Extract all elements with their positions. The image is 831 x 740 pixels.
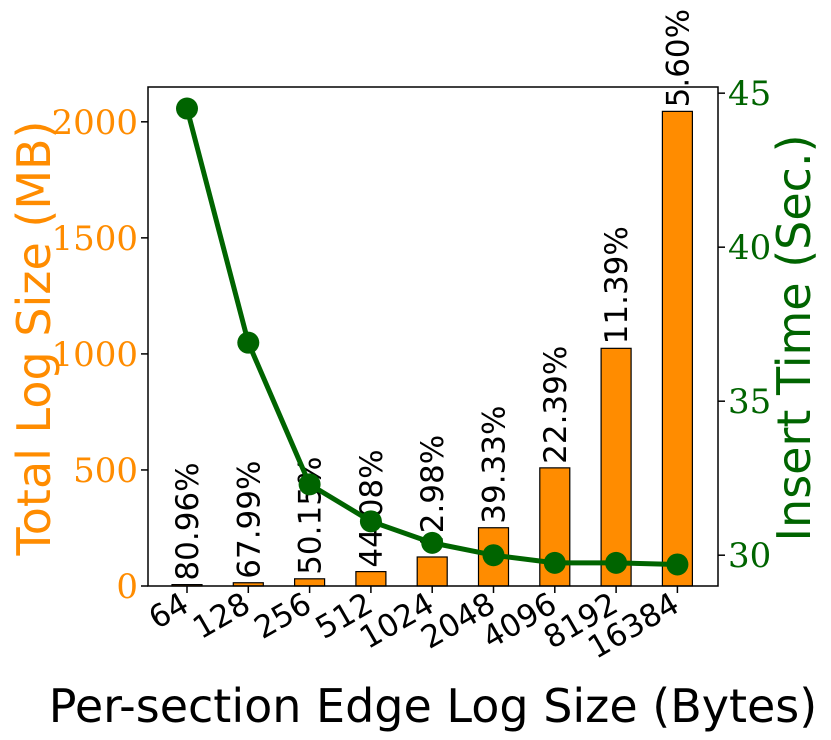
- insert-time-point: [421, 531, 444, 554]
- insert-time-point: [605, 551, 628, 574]
- bar-data-label: 39.33%: [477, 406, 513, 524]
- y2-axis-label: Insert Time (Sec.): [767, 134, 821, 541]
- bar: [416, 556, 448, 587]
- insert-time-point: [298, 473, 321, 496]
- left-axis: 0 500 1000 1500 2000: [51, 103, 148, 607]
- insert-time-series: [176, 97, 689, 576]
- insert-time-point: [543, 551, 566, 574]
- y2-tick-label: 40: [728, 228, 771, 268]
- bar: [661, 110, 694, 587]
- y-tick-label: 1000: [51, 335, 138, 375]
- x-tick-label: 256: [248, 586, 317, 647]
- x-tick-label: 64: [143, 586, 195, 637]
- y-tick-label: 1500: [51, 219, 138, 259]
- x-axis-label: Per-section Edge Log Size (Bytes): [49, 679, 817, 733]
- bar-data-label: 44.08%: [354, 449, 390, 567]
- insert-time-point: [666, 553, 689, 576]
- bar-data-label: 11.39%: [599, 226, 635, 344]
- bar-data-label: 80.96%: [170, 462, 206, 580]
- y2-tick-label: 45: [728, 74, 771, 114]
- x-tick-label: 128: [187, 586, 256, 647]
- bar-data-label: 22.39%: [538, 346, 574, 464]
- bar-labels-layer: 80.96% 67.99% 50.15% 44.08% 42.98% 39.33%22.3…: [170, 9, 696, 581]
- bar: [600, 347, 632, 587]
- plot-frame: [147, 86, 719, 587]
- right-axis: 30 35 40 45: [718, 74, 771, 576]
- y-axis-label: Total Log Size (MB): [7, 120, 61, 556]
- insert-time-point: [482, 544, 505, 567]
- y2-tick-label: 30: [728, 536, 771, 576]
- insert-time-point: [176, 97, 198, 120]
- bar-data-label: 67.99%: [231, 461, 267, 579]
- y2-tick-label: 35: [728, 382, 771, 422]
- insert-time-point: [359, 510, 382, 533]
- insert-time-point: [237, 331, 260, 354]
- y-tick-label: 500: [73, 451, 138, 491]
- y-tick-label: 0: [116, 567, 138, 607]
- bar: [355, 571, 387, 587]
- y-tick-label: 2000: [51, 103, 138, 143]
- bar-data-label: 5.60%: [660, 9, 696, 107]
